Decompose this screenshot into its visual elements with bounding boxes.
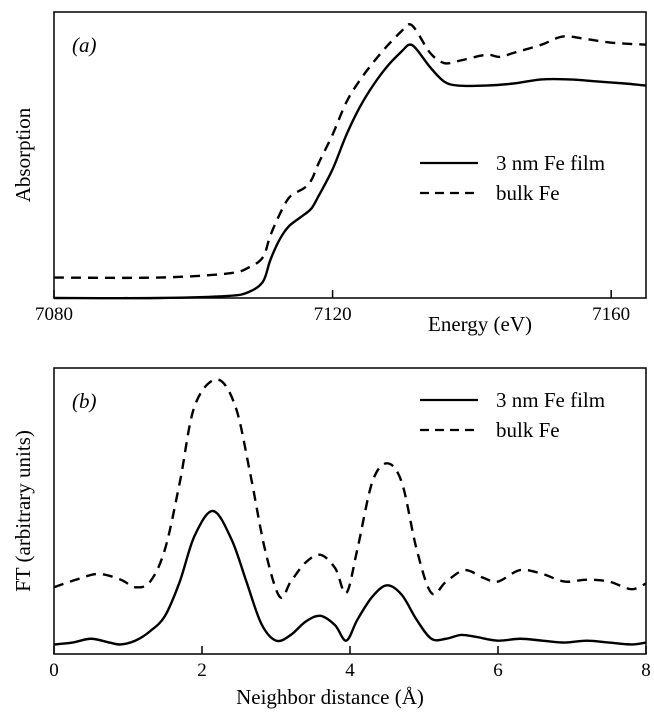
panel-a-y-axis-title: Absorption xyxy=(11,107,35,202)
panel-b-ft-chart: (b) 0 2 4 6 8 Neighbor distance (Å) FT (arbi… xyxy=(11,367,651,709)
panel-a-x-tick-label: 7120 xyxy=(314,304,352,325)
panel-a-plot-frame xyxy=(53,11,647,299)
panel-a-x-tick-label: 7080 xyxy=(35,304,73,325)
panel-a-series-group xyxy=(53,23,647,300)
panel-b-x-tick-label: 2 xyxy=(197,660,207,681)
panel-a-x-tick-label: 7160 xyxy=(592,304,630,325)
panel-b-x-tick-label: 6 xyxy=(493,660,503,681)
panel-a-series-line-bulk xyxy=(53,23,647,280)
panel-b-label: (b) xyxy=(72,389,97,413)
panel-a-series-line-film xyxy=(53,43,647,300)
panel-b-legend-label-film: 3 nm Fe film xyxy=(496,388,605,412)
panel-a-legend-label-bulk: bulk Fe xyxy=(496,181,560,205)
panel-b-legend-label-bulk: bulk Fe xyxy=(496,418,560,442)
panel-a-x-ticks: 7080 7120 7160 xyxy=(35,290,630,325)
panel-b-legend: 3 nm Fe film bulk Fe xyxy=(420,388,605,442)
panel-b-y-axis-title: FT (arbitrary units) xyxy=(11,430,35,592)
panel-b-series-line-bulk xyxy=(53,378,647,600)
panel-b-series-group xyxy=(53,378,647,646)
panel-a-label: (a) xyxy=(72,33,97,57)
panel-a-x-axis-title: Energy (eV) xyxy=(428,312,532,336)
panel-b-x-axis-title: Neighbor distance (Å) xyxy=(236,685,424,709)
panel-a-legend: 3 nm Fe film bulk Fe xyxy=(420,151,605,205)
panel-b-x-tick-label: 8 xyxy=(641,660,651,681)
panel-b-series-line-film xyxy=(53,509,647,646)
panel-a-absorption-chart: (a) 7080 7120 7160 Energy (eV) Absorption … xyxy=(11,11,647,336)
panel-b-x-tick-label: 0 xyxy=(49,660,59,681)
panel-b-x-ticks: 0 2 4 6 8 xyxy=(49,646,651,681)
panel-b-x-tick-label: 4 xyxy=(345,660,355,681)
panel-a-legend-label-film: 3 nm Fe film xyxy=(496,151,605,175)
